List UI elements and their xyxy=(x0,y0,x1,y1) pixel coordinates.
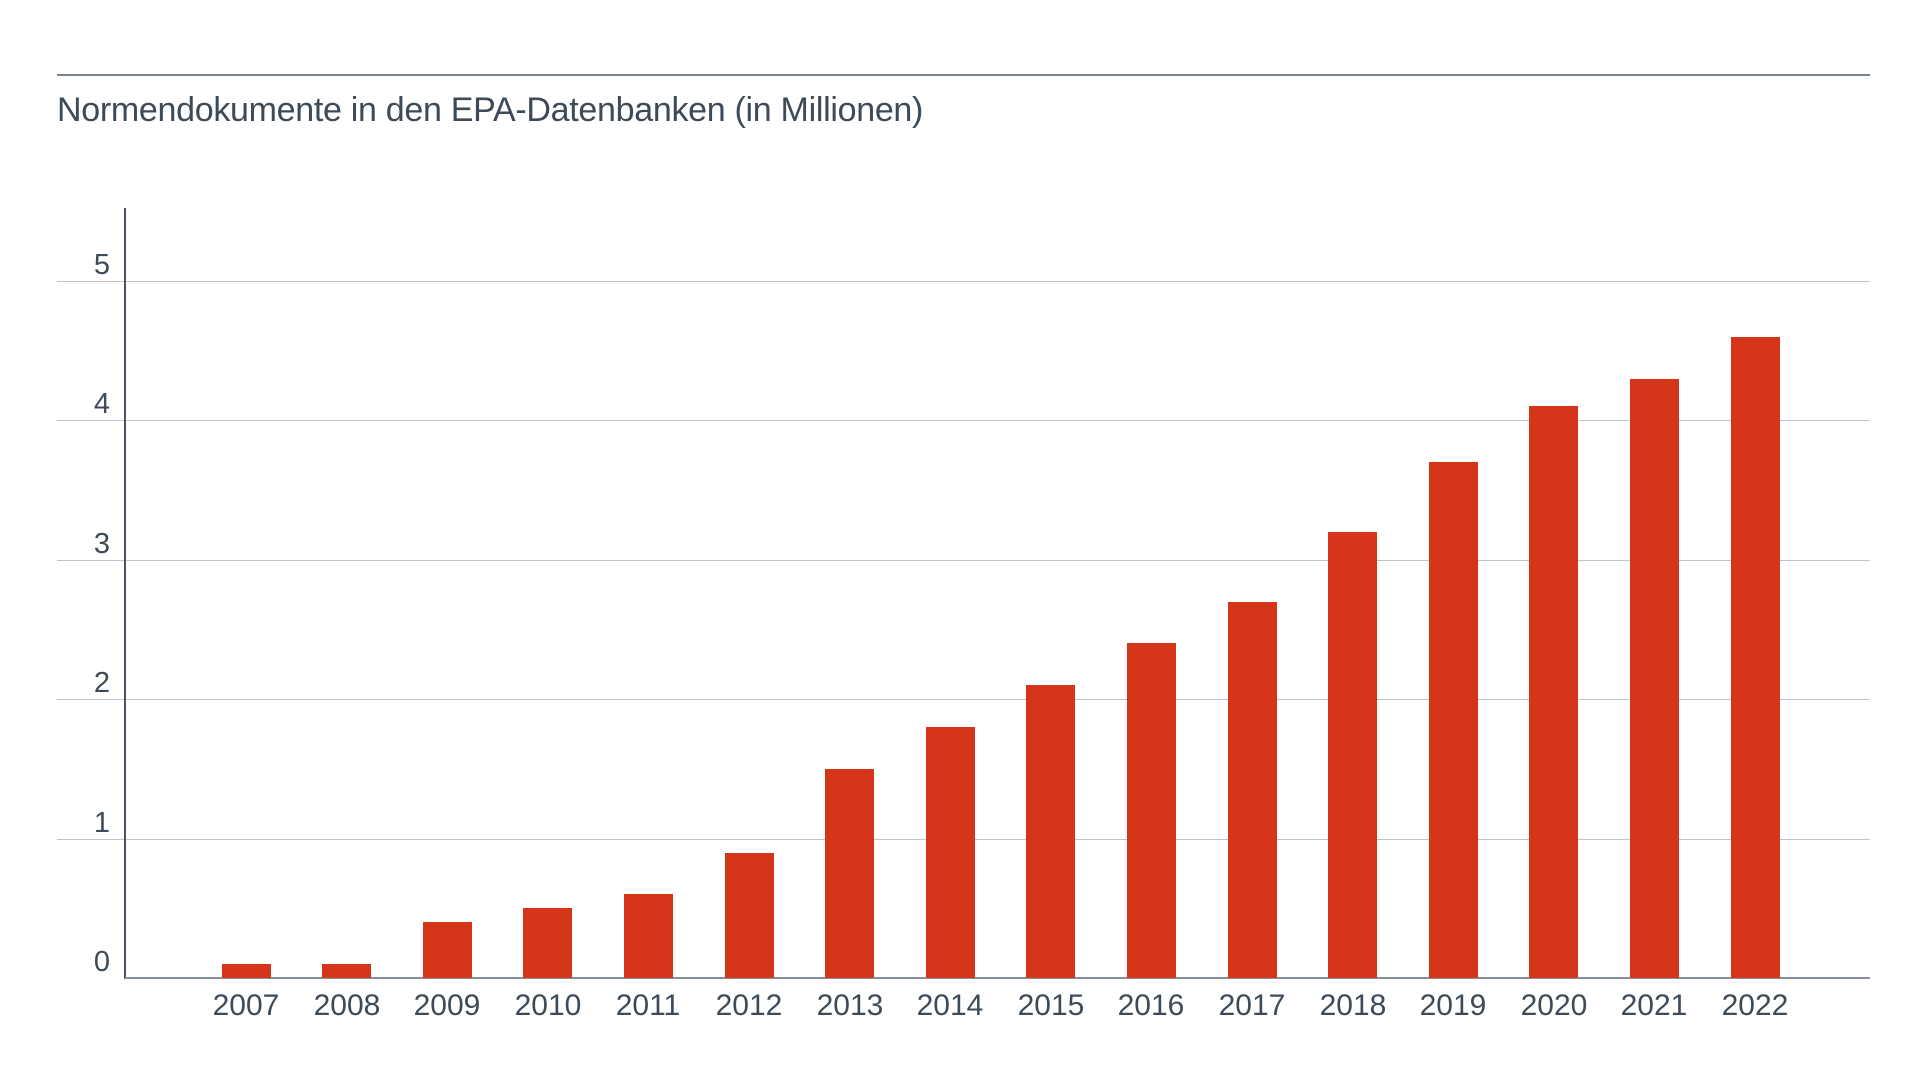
top-rule xyxy=(57,74,1870,76)
x-tick-label-2010: 2010 xyxy=(514,989,582,1022)
gridline-3 xyxy=(57,560,1870,561)
bar-2016 xyxy=(1127,643,1176,978)
x-tick-label-2016: 2016 xyxy=(1117,989,1185,1022)
x-tick-label-2008: 2008 xyxy=(313,989,381,1022)
bar-2012 xyxy=(725,853,774,978)
x-tick-label-2012: 2012 xyxy=(715,989,783,1022)
gridline-2 xyxy=(57,699,1870,700)
x-axis-line xyxy=(125,977,1870,979)
x-tick-label-2019: 2019 xyxy=(1419,989,1487,1022)
x-tick-label-2020: 2020 xyxy=(1520,989,1588,1022)
bar-2020 xyxy=(1529,406,1578,978)
bar-2008 xyxy=(322,964,371,978)
bar-2021 xyxy=(1630,379,1679,978)
x-tick-label-2011: 2011 xyxy=(615,989,681,1022)
x-tick-label-2015: 2015 xyxy=(1017,989,1085,1022)
bar-2013 xyxy=(825,769,874,978)
y-tick-label-5: 5 xyxy=(93,249,110,281)
bar-2010 xyxy=(523,908,572,978)
gridline-5 xyxy=(57,281,1870,282)
bar-2018 xyxy=(1328,532,1377,978)
x-tick-label-2009: 2009 xyxy=(413,989,481,1022)
y-tick-label-4: 4 xyxy=(93,388,110,420)
x-tick-label-2022: 2022 xyxy=(1721,989,1789,1022)
y-tick-label-2: 2 xyxy=(93,667,110,699)
bar-2009 xyxy=(423,922,472,978)
y-tick-label-3: 3 xyxy=(93,528,110,560)
chart-title: Normendokumente in den EPA-Datenbanken (… xyxy=(57,91,924,129)
x-tick-label-2017: 2017 xyxy=(1218,989,1286,1022)
bar-2014 xyxy=(926,727,975,978)
x-tick-label-2007: 2007 xyxy=(212,989,280,1022)
x-tick-label-2018: 2018 xyxy=(1319,989,1387,1022)
gridline-4 xyxy=(57,420,1870,421)
bar-2011 xyxy=(624,894,673,978)
y-axis-line xyxy=(124,208,126,979)
x-tick-label-2014: 2014 xyxy=(916,989,984,1022)
x-tick-label-2013: 2013 xyxy=(816,989,884,1022)
bar-2019 xyxy=(1429,462,1478,978)
bar-2022 xyxy=(1731,337,1780,978)
y-tick-label-0: 0 xyxy=(93,946,110,978)
bar-2017 xyxy=(1228,602,1277,978)
bar-2015 xyxy=(1026,685,1075,978)
bar-2007 xyxy=(222,964,271,978)
y-tick-label-1: 1 xyxy=(93,807,110,839)
x-tick-label-2021: 2021 xyxy=(1620,989,1688,1022)
